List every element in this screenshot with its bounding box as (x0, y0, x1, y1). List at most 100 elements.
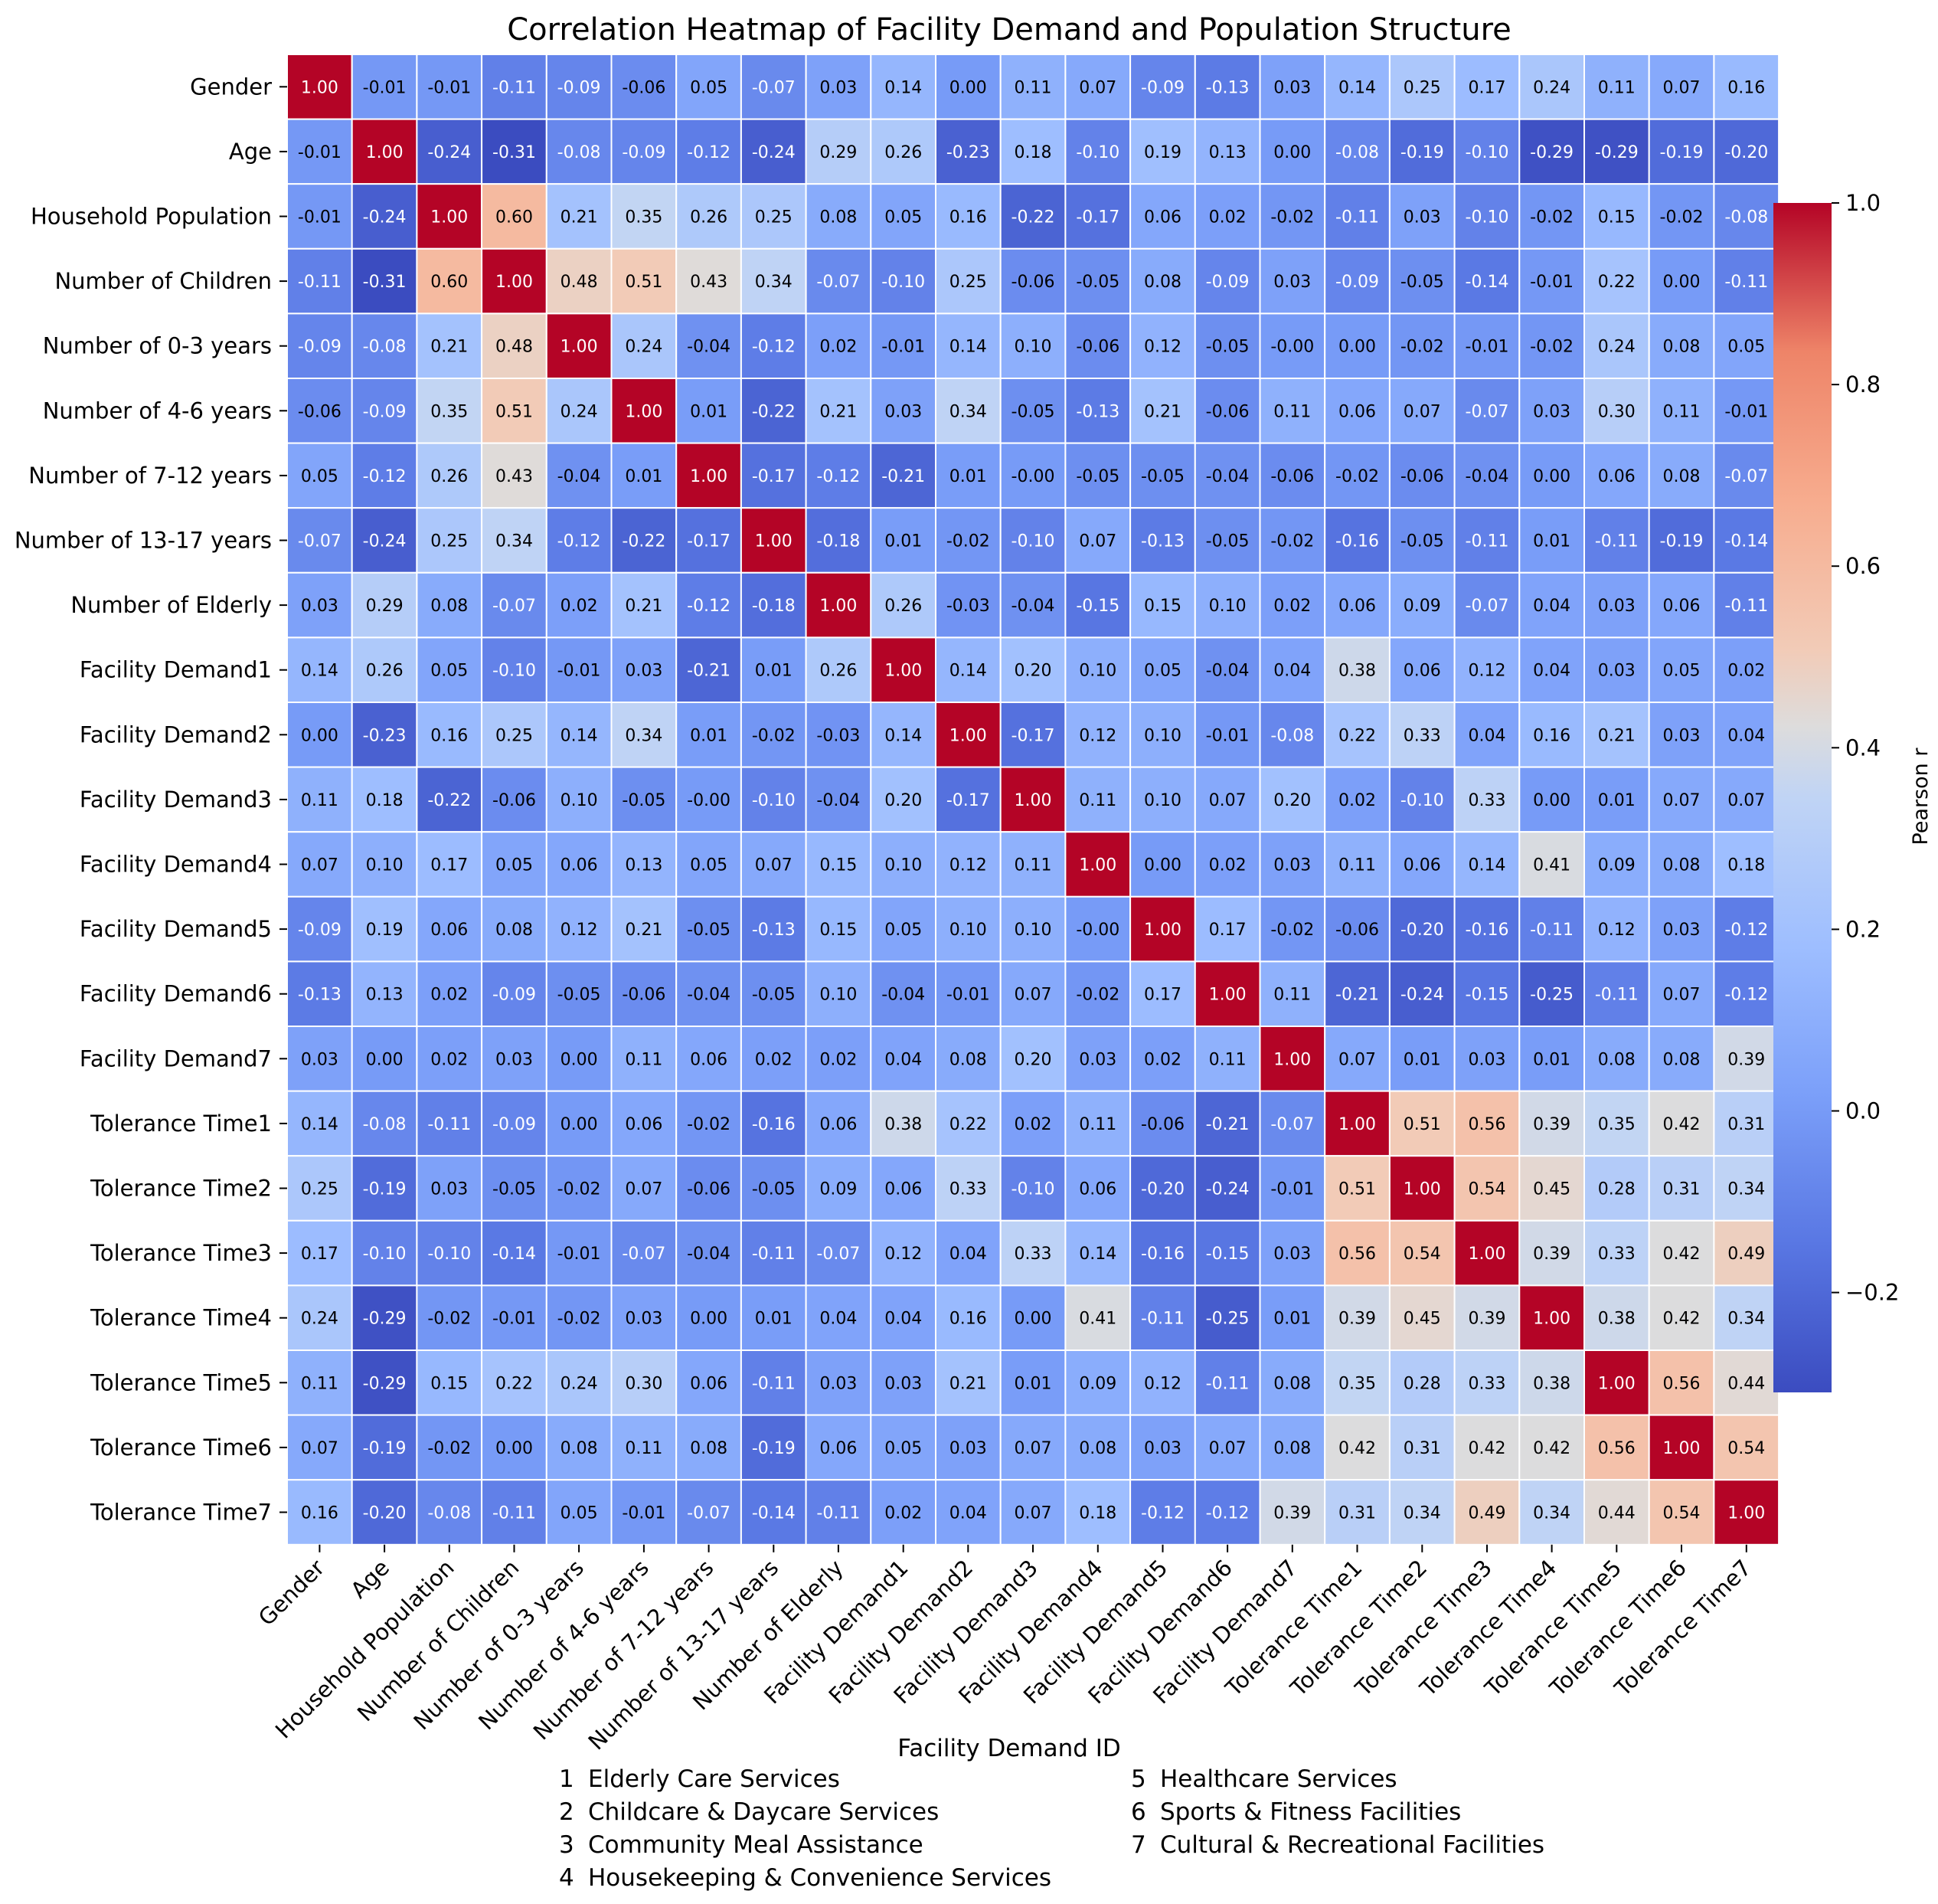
heatmap-cell (1453, 1349, 1521, 1416)
heatmap-cell (1583, 183, 1650, 250)
cell-value-label: 0.07 (1015, 986, 1052, 1005)
legend-item: 4 Housekeeping & Convenience Services (559, 1864, 1051, 1892)
legend-item-number: 4 (559, 1864, 574, 1892)
heatmap-cell (1518, 312, 1586, 379)
cell-value-label: 0.33 (1469, 1374, 1506, 1393)
cell-value-label: -0.01 (881, 338, 925, 357)
heatmap-cell (675, 1026, 742, 1092)
cell-value-label: 0.60 (495, 208, 533, 227)
cell-value-label: -0.06 (1011, 273, 1055, 292)
cell-value-label: 0.03 (301, 597, 338, 616)
cell-value-label: 0.04 (884, 1050, 922, 1069)
cell-value-label: -0.23 (363, 726, 407, 745)
heatmap-cell (935, 1479, 1002, 1546)
heatmap-cell (481, 766, 547, 833)
legend-item-label: Cultural & Recreational Facilities (1160, 1831, 1545, 1859)
cell-value-label: -0.05 (622, 791, 665, 810)
cell-value-label: 0.01 (884, 532, 922, 551)
cell-value-label: 0.14 (1079, 1245, 1116, 1264)
heatmap-cell (1259, 1349, 1326, 1416)
cell-value-label: -0.22 (622, 532, 665, 551)
cell-value-label: 0.04 (1533, 662, 1570, 681)
cell-value-label: 0.10 (949, 921, 987, 940)
cell-value-label: -0.24 (427, 143, 471, 162)
heatmap-cell (1194, 895, 1261, 963)
heatmap-cell (805, 831, 872, 898)
cell-value-label: -0.06 (298, 402, 342, 421)
cell-value-label: 0.06 (625, 1115, 662, 1134)
cell-value-label: 0.26 (366, 662, 404, 681)
cell-value-label: -0.12 (1724, 921, 1768, 940)
heatmap-cell (1194, 571, 1261, 639)
cell-value-label: 0.17 (1209, 921, 1247, 940)
cell-value-label: -0.12 (687, 597, 730, 616)
cell-value-label: 0.48 (560, 273, 598, 292)
heatmap-cell (1453, 766, 1521, 833)
heatmap-cell (999, 831, 1067, 898)
y-tick-label: Number of Elderly (70, 592, 272, 618)
cell-value-label: 0.03 (301, 1050, 338, 1069)
cell-value-label: 0.08 (690, 1439, 727, 1458)
heatmap-cell (351, 1479, 418, 1546)
heatmap-cell (1064, 378, 1132, 444)
heatmap-cell (1648, 1219, 1715, 1287)
heatmap-cell (481, 960, 547, 1028)
cell-value-label: 0.05 (301, 467, 338, 486)
heatmap-cell (1388, 1479, 1456, 1546)
cell-value-label: 1.00 (495, 273, 533, 292)
cell-value-label: 0.18 (1727, 856, 1765, 875)
cell-value-label: 0.02 (1273, 597, 1311, 616)
cell-value-label: 0.10 (1144, 726, 1181, 745)
cell-value-label: 0.05 (884, 921, 922, 940)
cell-value-label: -0.15 (1076, 597, 1119, 616)
cell-value-label: 0.31 (1338, 1504, 1376, 1523)
cell-value-label: 1.00 (1273, 1050, 1311, 1069)
cell-value-label: -0.10 (1466, 208, 1509, 227)
heatmap-cell (1388, 636, 1456, 704)
cell-value-label: -0.14 (752, 1504, 796, 1523)
cell-value-label: -0.07 (1466, 402, 1509, 421)
cell-value-label: 1.00 (949, 726, 987, 745)
cell-value-label: -0.06 (622, 78, 665, 97)
cell-value-label: 0.05 (560, 1504, 598, 1523)
cell-value-label: 0.00 (690, 1310, 727, 1329)
cell-value-label: -0.06 (622, 986, 665, 1005)
heatmap-cell (1583, 507, 1650, 574)
cell-value-label: 0.00 (560, 1115, 598, 1134)
colorbar-tick-label: 0.0 (1845, 1098, 1881, 1124)
cell-value-label: 0.14 (949, 662, 987, 681)
cell-value-label: -0.07 (816, 1245, 860, 1264)
heatmap-cell (1129, 1414, 1196, 1481)
cell-value-label: 0.06 (1144, 208, 1181, 227)
heatmap-cell (286, 1090, 353, 1157)
heatmap-cell (1713, 1479, 1780, 1546)
cell-value-label: -0.02 (1400, 338, 1444, 357)
heatmap-cell (1648, 54, 1715, 120)
cell-value-label: 0.39 (1727, 1050, 1765, 1069)
heatmap-cell (481, 1219, 547, 1287)
heatmap-cell (1648, 1349, 1715, 1416)
heatmap-cell (935, 1219, 1002, 1287)
cell-value-label: -0.00 (687, 791, 730, 810)
heatmap-cell (351, 1219, 418, 1287)
heatmap-cell (1194, 1155, 1261, 1222)
cell-value-label: -0.07 (1724, 467, 1768, 486)
legend-item-label: Childcare & Daycare Services (588, 1798, 940, 1826)
cell-value-label: 0.33 (1404, 726, 1441, 745)
heatmap-cell (351, 1414, 418, 1481)
cell-value-label: 0.33 (1469, 791, 1506, 810)
cell-value-label: 0.07 (1079, 78, 1116, 97)
heatmap-cell (1064, 1414, 1132, 1481)
cell-value-label: 0.26 (430, 467, 468, 486)
cell-value-label: 1.00 (884, 662, 922, 681)
cell-value-label: 0.09 (1598, 856, 1636, 875)
cell-value-label: -0.29 (1530, 143, 1574, 162)
cell-value-label: -0.18 (752, 597, 796, 616)
cell-value-label: -0.06 (1335, 921, 1379, 940)
heatmap-cell (351, 183, 418, 250)
cell-value-label: 1.00 (1663, 1439, 1701, 1458)
cell-value-label: 0.38 (1338, 662, 1376, 681)
cell-value-label: 0.10 (366, 856, 404, 875)
heatmap-cell (999, 312, 1067, 379)
cell-value-label: 0.10 (1144, 791, 1181, 810)
